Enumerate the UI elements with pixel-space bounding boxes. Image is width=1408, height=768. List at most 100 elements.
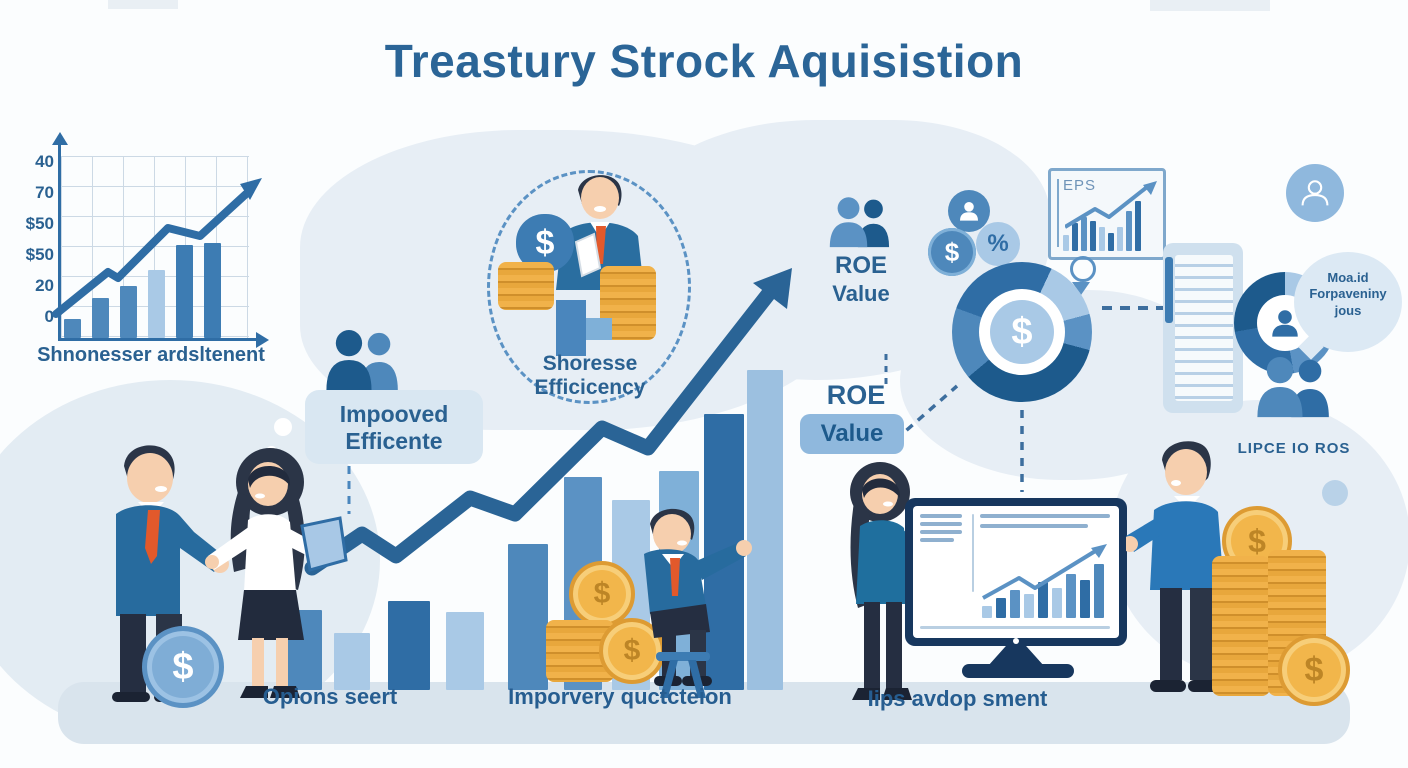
y-axis-arrowhead bbox=[52, 132, 68, 145]
left-chart-bars bbox=[18, 132, 284, 338]
blue-dollar-coin: $ bbox=[142, 626, 224, 708]
screen-text-line bbox=[920, 538, 954, 542]
big-arrowhead bbox=[753, 268, 792, 309]
bar bbox=[92, 298, 109, 338]
dollar-glyph: $ bbox=[172, 645, 194, 688]
bar bbox=[446, 612, 484, 690]
bar bbox=[508, 544, 548, 690]
gold-coin: $ bbox=[1278, 634, 1350, 706]
improved-line2: Efficente bbox=[345, 428, 443, 455]
dollar-glyph: $ bbox=[535, 223, 555, 262]
shoresse-line2: Efficicency bbox=[534, 376, 646, 400]
y-axis-label: $50 bbox=[25, 245, 54, 264]
screen-text-line bbox=[920, 530, 962, 534]
left-axis-chart: 40 70 $50 $50 20 0 Shnonesser ardsltenen… bbox=[18, 132, 284, 370]
document-icon bbox=[1163, 243, 1243, 413]
percent-circle-icon: % bbox=[976, 222, 1020, 266]
bottom-label-options: Opions seert bbox=[262, 684, 398, 709]
screen-text-line bbox=[980, 524, 1088, 528]
businessman-with-money bbox=[556, 175, 644, 290]
y-axis-label: 70 bbox=[35, 183, 54, 202]
handshake-woman bbox=[205, 448, 348, 698]
y-axis-label: 20 bbox=[35, 276, 54, 295]
y-axis-line bbox=[58, 144, 61, 340]
bar bbox=[388, 601, 430, 690]
x-axis-line bbox=[58, 338, 258, 341]
bar bbox=[204, 243, 221, 338]
two-person-icon bbox=[829, 197, 890, 248]
donut-hole: $ bbox=[979, 289, 1065, 375]
bubble-line1: Moa.id bbox=[1327, 270, 1369, 285]
bar bbox=[334, 633, 370, 690]
bar bbox=[1066, 574, 1076, 618]
presenter-woman bbox=[850, 462, 939, 700]
bar bbox=[747, 370, 783, 690]
document-text-lines bbox=[1175, 255, 1233, 401]
y-axis-label: 0 bbox=[44, 307, 54, 326]
bubble-line3: jous bbox=[1334, 302, 1362, 318]
monitor-base bbox=[962, 664, 1074, 678]
bar bbox=[176, 245, 193, 338]
bar bbox=[1038, 582, 1048, 618]
monitor bbox=[905, 498, 1127, 646]
monitor-bars bbox=[982, 552, 1104, 618]
bar bbox=[982, 606, 992, 618]
dollar-glyph: $ bbox=[593, 577, 611, 610]
standing-man-right bbox=[1126, 441, 1224, 692]
monitor-stand bbox=[988, 646, 1044, 666]
roe-top-line1: ROE bbox=[834, 252, 887, 279]
value-box-text: Value bbox=[820, 420, 884, 447]
two-person-icon bbox=[326, 330, 398, 391]
left-chart-trend-line bbox=[52, 178, 262, 318]
dollar-glyph: $ bbox=[1011, 310, 1033, 353]
page-title: Treastury Strock Aquisistion bbox=[384, 35, 1024, 87]
roe-top-line2: Value bbox=[832, 280, 890, 306]
dollar-glyph: $ bbox=[1304, 650, 1324, 689]
bottom-label-improvement: Imporvery quctcteion bbox=[508, 684, 732, 709]
bar bbox=[1099, 227, 1105, 251]
y-axis-label: 40 bbox=[35, 152, 54, 171]
person-glyph bbox=[960, 202, 978, 221]
eps-bars bbox=[1063, 199, 1141, 251]
bar bbox=[996, 598, 1006, 618]
shoresse-line1: Shoresse bbox=[542, 352, 638, 375]
orange-tie bbox=[670, 558, 680, 596]
document-tab bbox=[1165, 257, 1173, 323]
donut-dollar-center: $ bbox=[990, 300, 1054, 364]
roe-mid-label: ROE bbox=[826, 380, 886, 410]
percent-glyph: % bbox=[987, 230, 1009, 257]
big-rising-trend-line bbox=[304, 284, 778, 576]
top-edge-smudge-right bbox=[1150, 0, 1270, 11]
bar bbox=[1080, 580, 1090, 618]
bar bbox=[1052, 588, 1062, 618]
donut-chart: $ bbox=[952, 262, 1092, 402]
bar bbox=[1117, 227, 1123, 251]
y-axis-label: $50 bbox=[25, 214, 54, 233]
bar bbox=[64, 319, 81, 338]
dollar-glyph: $ bbox=[1248, 522, 1266, 559]
bar bbox=[120, 286, 137, 338]
background-dot-right bbox=[1322, 480, 1348, 506]
bar bbox=[1010, 590, 1020, 618]
coin-stack bbox=[1212, 556, 1270, 696]
screen-bottom-line bbox=[920, 626, 1110, 629]
podium bbox=[556, 300, 586, 356]
person-circle-icon bbox=[948, 190, 990, 232]
two-person-icon bbox=[1257, 356, 1329, 418]
bar bbox=[1063, 235, 1069, 251]
bar bbox=[148, 270, 165, 338]
dollar-glyph: $ bbox=[944, 236, 960, 267]
tablet bbox=[300, 516, 348, 572]
orange-tie bbox=[145, 510, 160, 564]
coin-stack-left bbox=[498, 262, 554, 310]
shoresse-caption: Shoresse Efficicency bbox=[512, 352, 668, 400]
sitting-man bbox=[644, 508, 752, 698]
dollar-glyph: $ bbox=[623, 634, 641, 667]
roe-value-top-label: ROE Value bbox=[816, 252, 906, 307]
monitor-trend-arrow bbox=[982, 544, 1107, 600]
bar bbox=[1126, 211, 1132, 251]
eps-chart-box: EPS bbox=[1048, 168, 1166, 260]
monitor-camera-dot bbox=[1013, 638, 1019, 644]
eps-label: EPS bbox=[1063, 177, 1097, 194]
